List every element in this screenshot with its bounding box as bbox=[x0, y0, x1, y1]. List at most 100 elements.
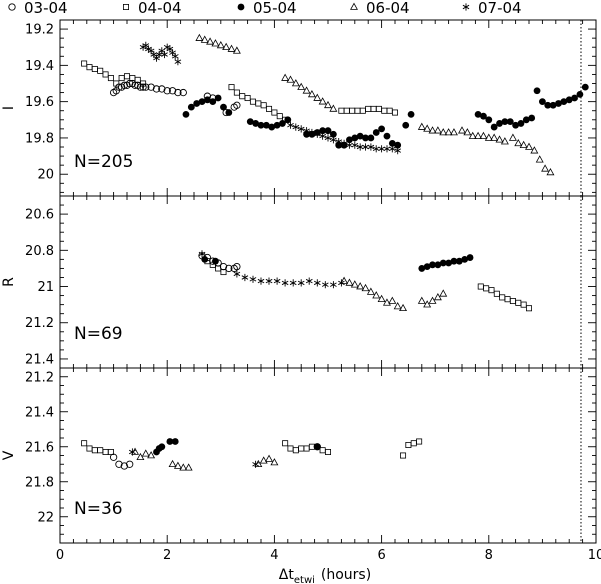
data-point-04-04 bbox=[391, 109, 398, 116]
data-point-06-04 bbox=[281, 73, 290, 81]
data-point-06-04 bbox=[439, 128, 448, 136]
data-point-06-04 bbox=[168, 459, 177, 468]
data-point-03-04 bbox=[152, 85, 161, 93]
data-point-06-04 bbox=[356, 282, 365, 290]
y-tick-label: 22 bbox=[37, 510, 54, 525]
data-point-07-04 bbox=[198, 250, 206, 258]
data-point-04-04 bbox=[343, 107, 350, 114]
series-R-04-04 bbox=[204, 258, 533, 312]
data-point-04-04 bbox=[338, 107, 345, 114]
y-axis-title-I: I bbox=[1, 106, 17, 110]
data-point-07-04 bbox=[281, 279, 289, 287]
data-point-06-04 bbox=[366, 287, 375, 295]
data-point-06-04 bbox=[377, 294, 386, 303]
data-point-06-04 bbox=[417, 296, 426, 304]
data-point-05-04 bbox=[555, 100, 562, 107]
data-point-06-04 bbox=[216, 40, 225, 49]
data-point-04-04 bbox=[255, 100, 262, 107]
legend-marker-05-04 bbox=[237, 3, 245, 11]
data-point-06-04 bbox=[147, 451, 156, 459]
data-point-05-04 bbox=[324, 127, 332, 135]
data-point-05-04 bbox=[506, 118, 514, 126]
data-point-04-04 bbox=[303, 445, 310, 452]
data-point-05-04 bbox=[512, 121, 519, 129]
data-point-06-04 bbox=[206, 37, 215, 45]
x-tick-label: 2 bbox=[163, 548, 171, 563]
data-point-05-04 bbox=[225, 109, 233, 116]
data-point-03-04 bbox=[225, 264, 233, 273]
data-point-04-04 bbox=[249, 98, 256, 105]
data-point-04-04 bbox=[81, 60, 88, 67]
data-point-05-04 bbox=[445, 259, 452, 267]
data-point-04-04 bbox=[97, 447, 104, 454]
data-point-05-04 bbox=[372, 129, 380, 136]
data-point-04-04 bbox=[488, 287, 495, 294]
data-point-03-04 bbox=[179, 88, 187, 97]
data-point-06-04 bbox=[444, 128, 453, 136]
y-tick-label: 20 bbox=[37, 168, 54, 183]
data-point-06-04 bbox=[297, 82, 306, 90]
series-V-06-04 bbox=[131, 447, 279, 471]
data-point-07-04 bbox=[303, 127, 310, 135]
x-tick-label: 10 bbox=[588, 548, 601, 563]
data-point-05-04 bbox=[560, 98, 568, 106]
data-point-03-04 bbox=[168, 87, 177, 95]
data-point-06-04 bbox=[141, 449, 150, 457]
data-point-07-04 bbox=[340, 139, 348, 147]
data-point-05-04 bbox=[252, 120, 260, 127]
data-point-06-04 bbox=[474, 131, 483, 139]
data-point-07-04 bbox=[305, 277, 313, 285]
data-point-05-04 bbox=[171, 438, 179, 445]
data-point-04-04 bbox=[483, 285, 490, 292]
data-point-05-04 bbox=[257, 121, 265, 129]
data-point-06-04 bbox=[484, 133, 493, 141]
data-point-07-04 bbox=[233, 270, 241, 278]
data-point-04-04 bbox=[91, 447, 98, 454]
data-point-06-04 bbox=[508, 133, 517, 141]
data-point-05-04 bbox=[466, 254, 474, 261]
data-point-06-04 bbox=[270, 458, 279, 466]
data-point-07-04 bbox=[171, 52, 179, 60]
data-point-07-04 bbox=[319, 132, 327, 140]
data-point-05-04 bbox=[485, 116, 493, 124]
legend-marker-07-04 bbox=[462, 3, 470, 11]
series-I-06-04 bbox=[195, 33, 555, 176]
data-point-06-04 bbox=[428, 126, 437, 134]
x-axis-title: Δtetwi (hours) bbox=[279, 567, 371, 584]
data-point-04-04 bbox=[91, 65, 98, 72]
data-point-05-04 bbox=[378, 125, 385, 133]
series-R-07-04 bbox=[198, 250, 345, 289]
data-point-05-04 bbox=[383, 132, 391, 140]
data-point-04-04 bbox=[266, 105, 273, 112]
data-point-06-04 bbox=[458, 126, 466, 134]
y-tick-label: 21.4 bbox=[25, 405, 54, 420]
data-point-04-04 bbox=[515, 299, 522, 306]
data-point-04-04 bbox=[97, 67, 104, 74]
data-point-07-04 bbox=[394, 147, 402, 155]
data-point-05-04 bbox=[182, 110, 190, 118]
y-tick-label: 19.4 bbox=[25, 59, 54, 74]
data-point-04-04 bbox=[359, 107, 366, 114]
data-point-03-04 bbox=[174, 88, 182, 97]
data-point-04-04 bbox=[499, 294, 506, 301]
series-R-05-04 bbox=[201, 254, 474, 272]
data-point-07-04 bbox=[388, 145, 396, 153]
data-point-04-04 bbox=[493, 290, 500, 297]
data-point-04-04 bbox=[381, 107, 388, 114]
data-point-06-04 bbox=[291, 79, 300, 87]
panels: 19.219.419.619.820IN=20520.620.82121.221… bbox=[1, 19, 597, 544]
data-point-06-04 bbox=[514, 138, 523, 147]
data-point-05-04 bbox=[262, 121, 270, 129]
data-point-07-04 bbox=[313, 130, 321, 138]
data-point-07-04 bbox=[287, 121, 294, 129]
data-point-05-04 bbox=[273, 121, 281, 129]
data-point-06-04 bbox=[479, 131, 488, 139]
legend-marker-06-04 bbox=[350, 2, 358, 10]
x-tick-label: 4 bbox=[270, 548, 278, 563]
data-point-04-04 bbox=[410, 440, 417, 447]
y-tick-label: 21.8 bbox=[25, 475, 54, 490]
data-point-04-04 bbox=[287, 445, 294, 452]
data-point-07-04 bbox=[335, 138, 343, 146]
data-point-05-04 bbox=[549, 101, 557, 109]
sample-count-V: N=36 bbox=[74, 499, 123, 519]
